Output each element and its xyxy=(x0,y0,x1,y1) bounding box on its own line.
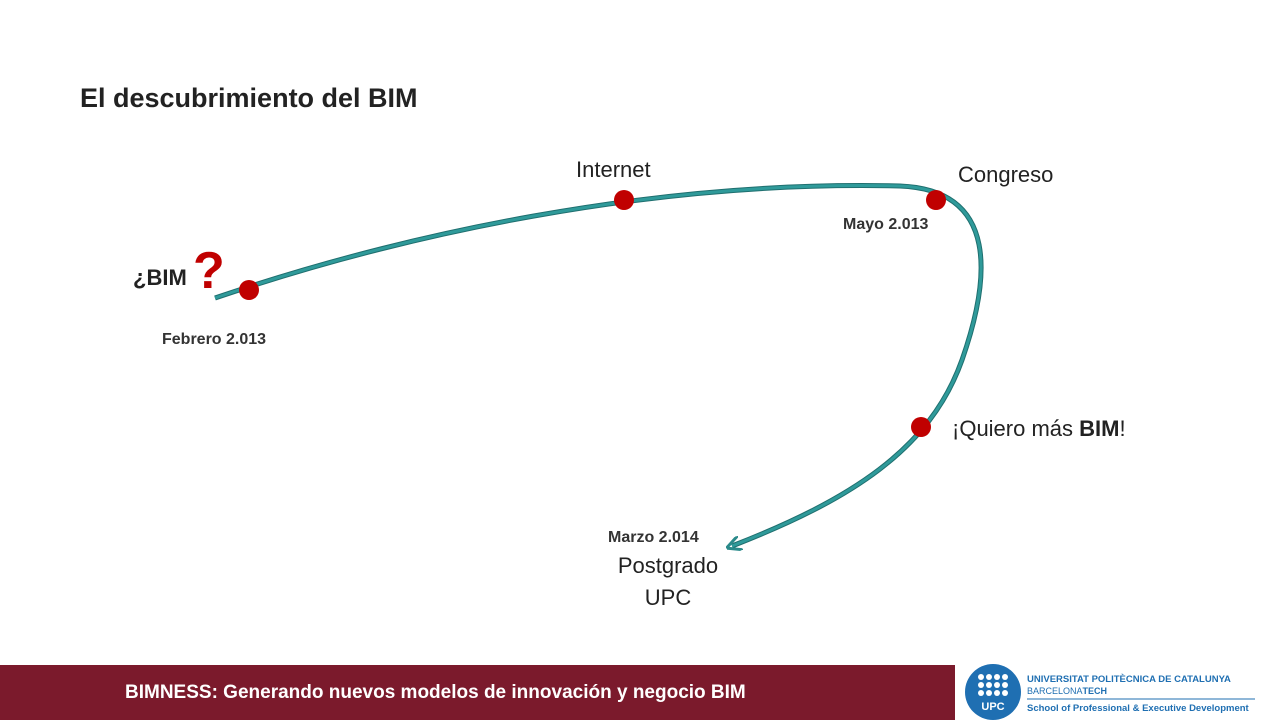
milestone-dot xyxy=(926,190,946,210)
node-label: Congreso xyxy=(958,162,1053,187)
node-date: Marzo 2.014 xyxy=(608,529,699,546)
node-label: UPC xyxy=(645,585,692,610)
logo-part: TECH xyxy=(1083,686,1108,696)
timeline-curve xyxy=(214,184,983,546)
title: El descubrimiento del BIM xyxy=(80,83,418,113)
node-label: Internet xyxy=(576,157,651,182)
node-label: ¿BIM xyxy=(133,265,187,290)
question-mark: ? xyxy=(193,242,225,300)
logo-short: UPC xyxy=(981,701,1004,713)
label-part: ! xyxy=(1119,416,1125,441)
footer-band xyxy=(0,665,955,720)
footer-text: BIMNESS: Generando nuevos modelos de inn… xyxy=(125,682,746,703)
node-date: Mayo 2.013 xyxy=(843,216,928,233)
milestone-dot xyxy=(614,190,634,210)
logo-line: UNIVERSITAT POLITÈCNICA DE CATALUNYA xyxy=(1027,674,1231,685)
logo-line: BARCELONATECH xyxy=(1027,686,1107,696)
timeline-shadow xyxy=(214,183,984,549)
logo-dots xyxy=(978,674,1008,696)
node-date: Febrero 2.013 xyxy=(162,331,266,348)
milestone-dot xyxy=(239,280,259,300)
milestone-dot xyxy=(911,417,931,437)
logo-line: School of Professional & Executive Devel… xyxy=(1027,703,1250,714)
label-part: ¡Quiero más xyxy=(952,416,1079,441)
node-label: ¡Quiero más BIM! xyxy=(952,416,1126,441)
logo-part: BARCELONA xyxy=(1027,686,1083,696)
label-part: BIM xyxy=(1079,416,1119,441)
node-label: Postgrado xyxy=(618,553,718,578)
